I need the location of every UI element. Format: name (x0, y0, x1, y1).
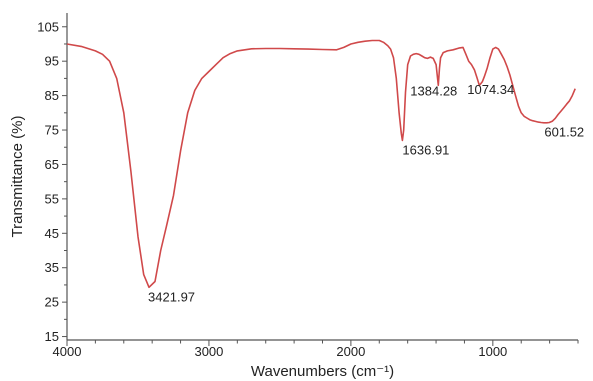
y-tick-label: 85 (45, 88, 59, 103)
y-tick-label: 55 (45, 191, 59, 206)
y-tick-label: 95 (45, 54, 59, 69)
y-tick-label: 35 (45, 260, 59, 275)
peak-label: 3421.97 (148, 289, 195, 304)
x-tick-label: 1000 (478, 344, 507, 359)
x-ticks: 4000 3000 2000 1000 (53, 340, 579, 359)
peak-label: 601.52 (544, 124, 584, 139)
y-axis-title: Transmittance (%) (9, 116, 26, 238)
x-tick-label: 2000 (336, 344, 365, 359)
y-tick-label: 25 (45, 295, 59, 310)
y-tick-label: 15 (45, 329, 59, 344)
y-tick-label: 65 (45, 157, 59, 172)
peak-labels: 3421.97 1636.91 1384.28 1074.34 601.52 (148, 82, 584, 304)
y-tick-label: 45 (45, 226, 59, 241)
x-tick-label: 3000 (194, 344, 223, 359)
peak-label: 1384.28 (410, 83, 457, 98)
peak-label: 1636.91 (402, 142, 449, 157)
x-axis-title: Wavenumbers (cm⁻¹) (251, 363, 394, 380)
y-ticks: 15 25 35 45 55 65 75 85 95 105 (37, 19, 67, 344)
y-tick-label: 105 (37, 19, 59, 34)
spectrum-line (66, 39, 576, 289)
x-tick-label: 4000 (53, 344, 82, 359)
peak-label: 1074.34 (467, 82, 514, 97)
y-tick-label: 75 (45, 123, 59, 138)
axes (66, 13, 578, 341)
